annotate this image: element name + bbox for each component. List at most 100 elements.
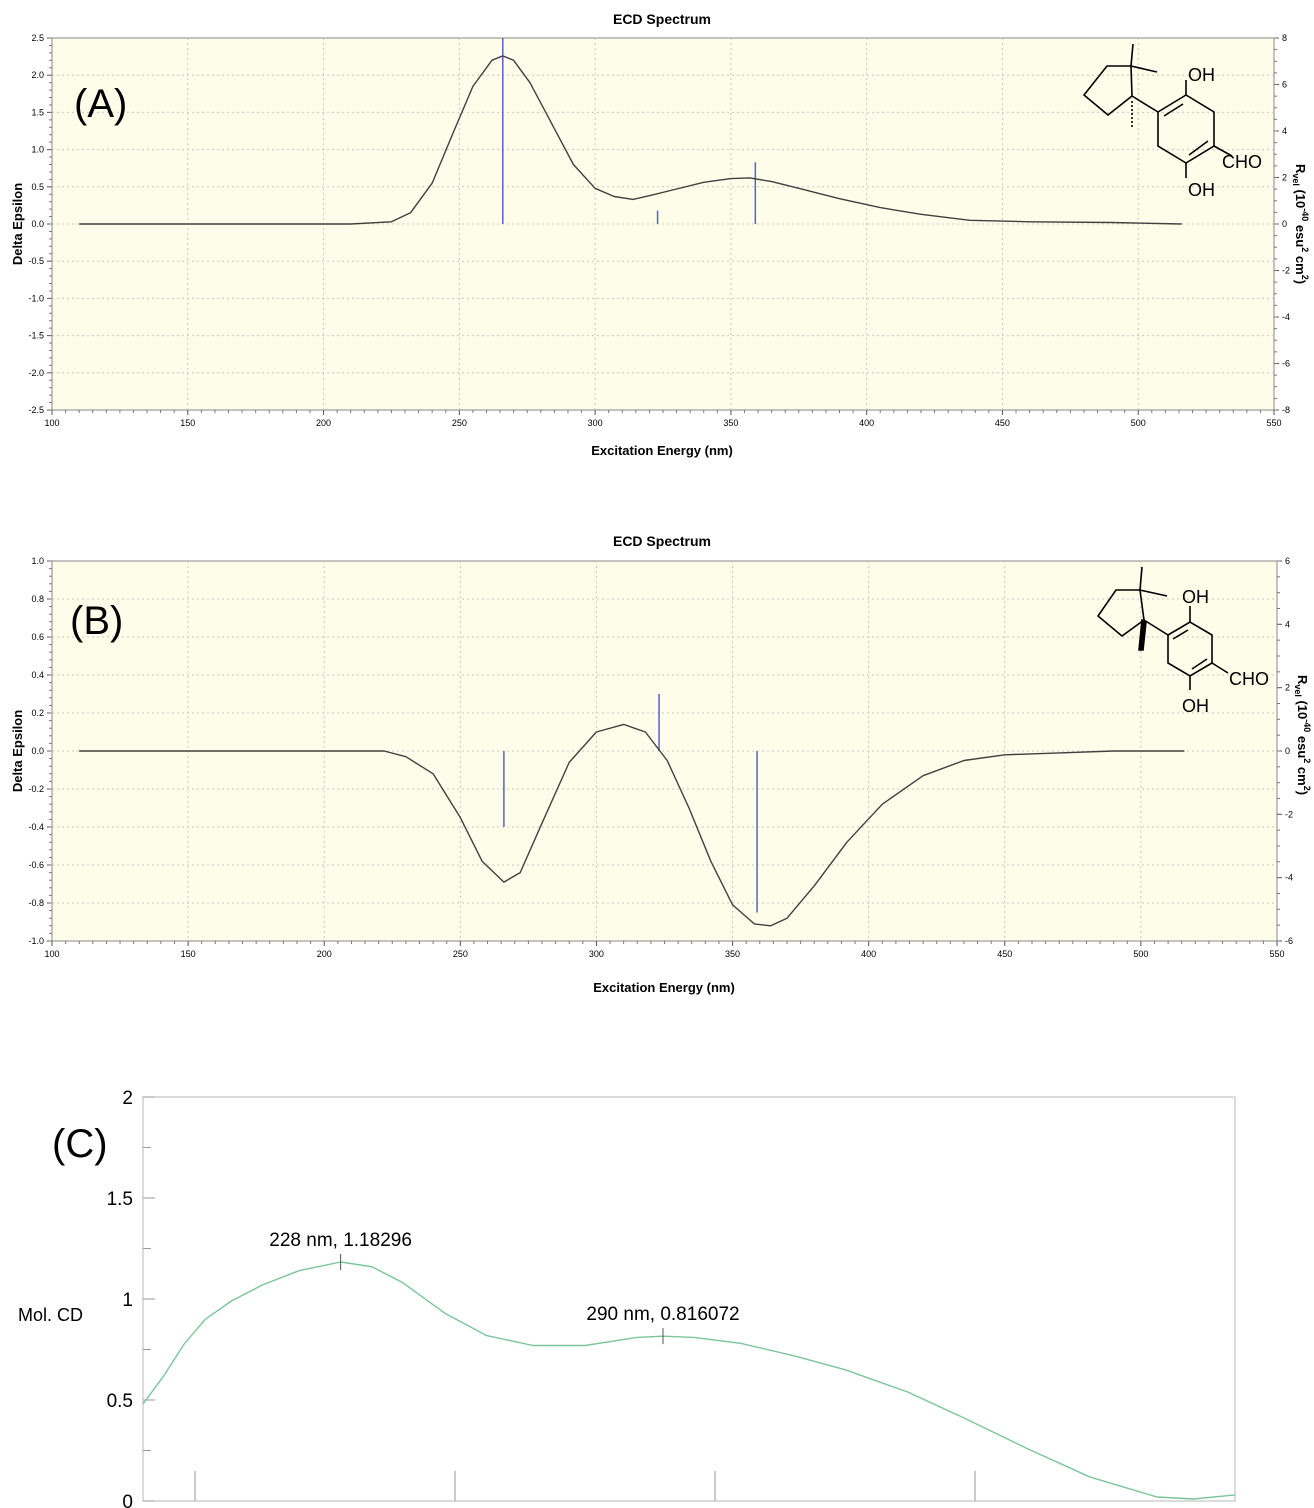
y-tick-label: -2.5 bbox=[28, 405, 44, 415]
y-tick-label: -0.6 bbox=[28, 860, 44, 870]
ecd-panel-b: ECD Spectrum -1.0 -0.8 -0.6 -0.4 -0.2 0.0 0.2 0… bbox=[10, 533, 1312, 995]
x-tick-label: 550 bbox=[1269, 949, 1284, 959]
x-tick-label: 400 bbox=[859, 418, 874, 428]
x-tick-label: 250 bbox=[452, 418, 467, 428]
y-tick-label: 1.5 bbox=[107, 1189, 133, 1210]
y-tick-label: 2.0 bbox=[31, 70, 44, 80]
y2-tick-label: 2 bbox=[1285, 683, 1290, 693]
y-tick-label: 0.0 bbox=[31, 746, 44, 756]
panel-c-plot-area bbox=[142, 1096, 1236, 1502]
panel-a-y-axis: -2.5 -2.0 -1.5 -1.0 -0.5 0.0 0.5 1.0 1.5 2.0 2.5 bbox=[28, 33, 52, 415]
x-tick-label: 550 bbox=[1266, 418, 1281, 428]
x-tick-label: 250 bbox=[453, 949, 468, 959]
x-tick-label: 350 bbox=[723, 418, 738, 428]
x-tick-label: 300 bbox=[589, 949, 604, 959]
x-tick-label: 450 bbox=[995, 418, 1010, 428]
y-tick-label: 2.5 bbox=[31, 33, 44, 43]
y-tick-label: 2 bbox=[122, 1088, 133, 1109]
panel-b-y2-label: Rvel (10-40 esu2 cm2) bbox=[1293, 675, 1312, 795]
panel-a-grid bbox=[52, 38, 1274, 410]
y2-tick-label: -8 bbox=[1282, 405, 1290, 415]
y-tick-label: 0.8 bbox=[31, 594, 44, 604]
x-tick-label: 100 bbox=[44, 949, 59, 959]
y-tick-label: -0.4 bbox=[28, 822, 44, 832]
panel-b-y-axis: -1.0 -0.8 -0.6 -0.4 -0.2 0.0 0.2 0.4 0.6 0.8 1.0 bbox=[28, 556, 52, 946]
panel-b-x-label: Excitation Energy (nm) bbox=[593, 980, 735, 995]
y2-tick-label: 0 bbox=[1282, 219, 1287, 229]
panel-c-y-axis: 0 0.5 1 1.5 2 bbox=[107, 1088, 155, 1508]
y-tick-label: -0.2 bbox=[28, 784, 44, 794]
y-tick-label: -1.0 bbox=[28, 936, 44, 946]
panel-c-x-axis bbox=[194, 1471, 976, 1501]
y-tick-label: 0.6 bbox=[31, 632, 44, 642]
y-tick-label: -0.5 bbox=[28, 256, 44, 266]
y-tick-label: 0.5 bbox=[107, 1391, 133, 1412]
x-tick-label: 350 bbox=[725, 949, 740, 959]
peak-annotation: 290 nm, 0.816072 bbox=[586, 1304, 739, 1325]
x-tick-label: 400 bbox=[861, 949, 876, 959]
x-tick-label: 500 bbox=[1133, 949, 1148, 959]
y2-tick-label: -6 bbox=[1282, 359, 1290, 369]
y2-tick-label: 6 bbox=[1285, 556, 1290, 566]
panel-b-y-label: Delta Epsilon bbox=[10, 710, 25, 792]
panel-b-title: ECD Spectrum bbox=[613, 533, 711, 549]
panel-a-curve bbox=[79, 55, 1182, 225]
panel-b-structure bbox=[1096, 566, 1229, 690]
y-tick-label: 0.2 bbox=[31, 708, 44, 718]
y2-tick-label: -2 bbox=[1282, 266, 1290, 276]
panel-b-y2-axis: -6 -4 -2 0 2 4 6 bbox=[1277, 556, 1293, 946]
y2-tick-label: 0 bbox=[1285, 746, 1290, 756]
y2-tick-label: -4 bbox=[1282, 312, 1290, 322]
panel-a-oh-top: OH bbox=[1188, 65, 1215, 85]
panel-c-curve bbox=[142, 1261, 1236, 1500]
y2-tick-label: -6 bbox=[1285, 936, 1293, 946]
panel-a-title: ECD Spectrum bbox=[613, 11, 711, 27]
x-tick-label: 300 bbox=[588, 418, 603, 428]
panel-a-y2-axis: -8 -6 -4 -2 0 2 4 6 8 bbox=[1274, 33, 1290, 415]
y-tick-label: 1.0 bbox=[31, 145, 44, 155]
y-tick-label: 0 bbox=[122, 1492, 133, 1508]
panel-a-label: (A) bbox=[74, 82, 127, 126]
panel-a-y-label: Delta Epsilon bbox=[10, 183, 25, 265]
ecd-panel-a: ECD Spectrum -2.5 -2.0 -1.5 -1.0 -0.5 0.0 0.5 1… bbox=[10, 11, 1310, 458]
y-tick-label: 0.0 bbox=[31, 219, 44, 229]
panel-c-y-label: Mol. CD bbox=[18, 1305, 83, 1325]
panel-a-y2-label: Rvel (10-40 esu2 cm2) bbox=[1291, 164, 1310, 284]
y-tick-label: -1.5 bbox=[28, 331, 44, 341]
ecd-curve-line bbox=[79, 55, 1182, 225]
y2-tick-label: 6 bbox=[1282, 80, 1287, 90]
y2-tick-label: 4 bbox=[1282, 126, 1287, 136]
panel-a-x-label: Excitation Energy (nm) bbox=[591, 443, 733, 458]
peak-annotation: 228 nm, 1.18296 bbox=[269, 1230, 412, 1251]
cd-curve-line bbox=[142, 1261, 1236, 1500]
y-tick-label: 0.5 bbox=[31, 182, 44, 192]
panel-b-sticks bbox=[503, 694, 758, 913]
x-tick-label: 500 bbox=[1131, 418, 1146, 428]
x-tick-label: 100 bbox=[44, 418, 59, 428]
y2-tick-label: 4 bbox=[1285, 619, 1290, 629]
x-tick-label: 150 bbox=[181, 949, 196, 959]
panel-b-oh-bottom: OH bbox=[1182, 696, 1209, 716]
y-tick-label: -0.8 bbox=[28, 898, 44, 908]
x-tick-label: 150 bbox=[180, 418, 195, 428]
panel-a-cho: CHO bbox=[1222, 152, 1262, 172]
panel-c-label: (C) bbox=[52, 1122, 108, 1166]
y-tick-label: -1.0 bbox=[28, 293, 44, 303]
y-tick-label: 1.0 bbox=[31, 556, 44, 566]
panel-c-annotations: 228 nm, 1.18296 290 nm, 0.816072 bbox=[269, 1230, 740, 1345]
panel-b-x-axis: 100 150 200 250 300 350 400 450 500 550 bbox=[44, 941, 1285, 959]
panel-b-cho: CHO bbox=[1229, 669, 1269, 689]
y-tick-label: -2.0 bbox=[28, 368, 44, 378]
cd-panel-c: 0 0.5 1 1.5 2 228 nm, 1.18296 290 nm, 0.81607… bbox=[18, 1088, 1236, 1508]
y-tick-label: 1.5 bbox=[31, 107, 44, 117]
x-tick-label: 450 bbox=[997, 949, 1012, 959]
y2-tick-label: 8 bbox=[1282, 33, 1287, 43]
panel-a-oh-bottom: OH bbox=[1188, 180, 1215, 200]
y2-tick-label: -4 bbox=[1285, 873, 1293, 883]
panel-a-sticks bbox=[502, 38, 757, 224]
panel-a-x-axis: 100 150 200 250 300 350 400 450 500 550 bbox=[44, 410, 1282, 428]
ecd-curve-line bbox=[79, 723, 1185, 927]
y-tick-label: 0.4 bbox=[31, 670, 44, 680]
x-tick-label: 200 bbox=[317, 949, 332, 959]
